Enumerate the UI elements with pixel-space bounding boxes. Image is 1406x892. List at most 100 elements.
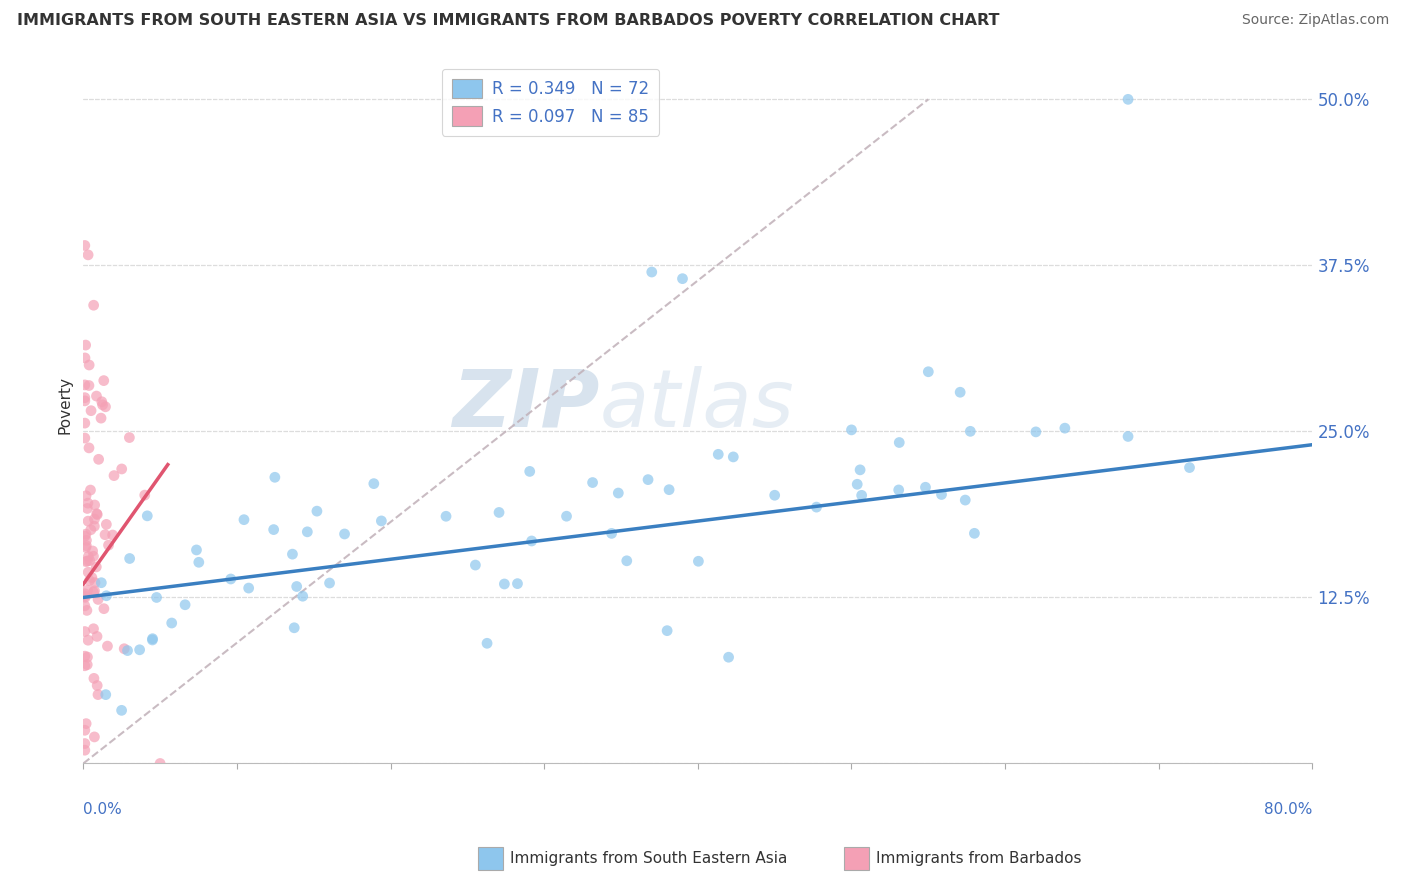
Point <box>73 529 96 543</box>
Point <box>141 632 163 647</box>
Point <box>688 554 710 568</box>
Point <box>83 512 105 526</box>
Point <box>616 554 638 568</box>
Point <box>87 452 110 467</box>
Point <box>889 435 911 450</box>
Point <box>581 475 603 490</box>
Point <box>887 483 910 497</box>
Point <box>75 716 97 731</box>
Text: Immigrants from Barbados: Immigrants from Barbados <box>876 851 1081 866</box>
Point <box>82 544 104 558</box>
Point <box>73 393 96 408</box>
Point <box>73 351 96 365</box>
Point <box>80 403 103 417</box>
Point <box>117 643 139 657</box>
Point <box>79 574 101 588</box>
Point <box>118 551 141 566</box>
Point <box>73 737 96 751</box>
Point <box>931 487 953 501</box>
Point <box>263 523 285 537</box>
Point <box>763 488 786 502</box>
Point <box>607 486 630 500</box>
Point <box>600 526 623 541</box>
Point <box>77 378 100 392</box>
Point <box>475 636 498 650</box>
Point <box>1053 421 1076 435</box>
Point <box>519 464 541 478</box>
Text: ZIP: ZIP <box>453 366 599 444</box>
Point <box>77 441 100 455</box>
Point <box>555 509 578 524</box>
Point <box>76 650 98 665</box>
Point <box>238 581 260 595</box>
Point <box>333 527 356 541</box>
Point <box>101 528 124 542</box>
Point <box>297 524 319 539</box>
Point <box>93 601 115 615</box>
Point <box>97 538 120 552</box>
Point <box>128 642 150 657</box>
Point <box>94 527 117 541</box>
Point <box>77 514 100 528</box>
Point <box>90 394 112 409</box>
Point <box>86 678 108 692</box>
Point <box>83 730 105 744</box>
Point <box>73 589 96 603</box>
Point <box>103 468 125 483</box>
Point <box>83 519 105 533</box>
Point <box>75 591 97 605</box>
Point <box>1116 92 1139 106</box>
Point <box>917 365 939 379</box>
Point <box>87 592 110 607</box>
Point <box>73 649 96 664</box>
Point <box>79 553 101 567</box>
Point <box>851 488 873 502</box>
Point <box>76 657 98 672</box>
Point <box>73 238 96 252</box>
Point <box>281 547 304 561</box>
Point <box>914 480 936 494</box>
Point <box>488 505 510 519</box>
Point <box>219 572 242 586</box>
Point <box>83 622 105 636</box>
Point <box>141 632 163 646</box>
Point <box>160 615 183 630</box>
Point <box>145 591 167 605</box>
Point <box>849 463 872 477</box>
Point <box>641 265 664 279</box>
Point <box>96 517 118 532</box>
Point <box>82 585 104 599</box>
Point <box>75 527 97 541</box>
Point <box>73 599 96 613</box>
Text: IMMIGRANTS FROM SOUTH EASTERN ASIA VS IMMIGRANTS FROM BARBADOS POVERTY CORRELATI: IMMIGRANTS FROM SOUTH EASTERN ASIA VS IM… <box>17 13 1000 29</box>
Point <box>464 558 486 572</box>
Point <box>77 633 100 648</box>
Point <box>73 378 96 392</box>
Point <box>86 389 108 403</box>
Point <box>506 576 529 591</box>
Point <box>75 539 97 553</box>
Point <box>73 391 96 405</box>
Point <box>149 756 172 771</box>
Point <box>1116 429 1139 443</box>
Point <box>84 560 107 574</box>
Point <box>846 477 869 491</box>
Point <box>79 483 101 497</box>
Point <box>305 504 328 518</box>
Point <box>73 743 96 757</box>
Point <box>84 575 107 590</box>
Point <box>658 483 681 497</box>
Y-axis label: Poverty: Poverty <box>58 376 72 434</box>
Point <box>363 476 385 491</box>
Point <box>707 447 730 461</box>
Point <box>949 385 972 400</box>
Point <box>73 416 96 430</box>
Point <box>111 462 134 476</box>
Point <box>637 473 659 487</box>
Point <box>77 549 100 564</box>
Text: 0.0%: 0.0% <box>83 802 122 817</box>
Point <box>91 398 114 412</box>
Point <box>187 555 209 569</box>
Point <box>80 570 103 584</box>
Point <box>671 271 693 285</box>
